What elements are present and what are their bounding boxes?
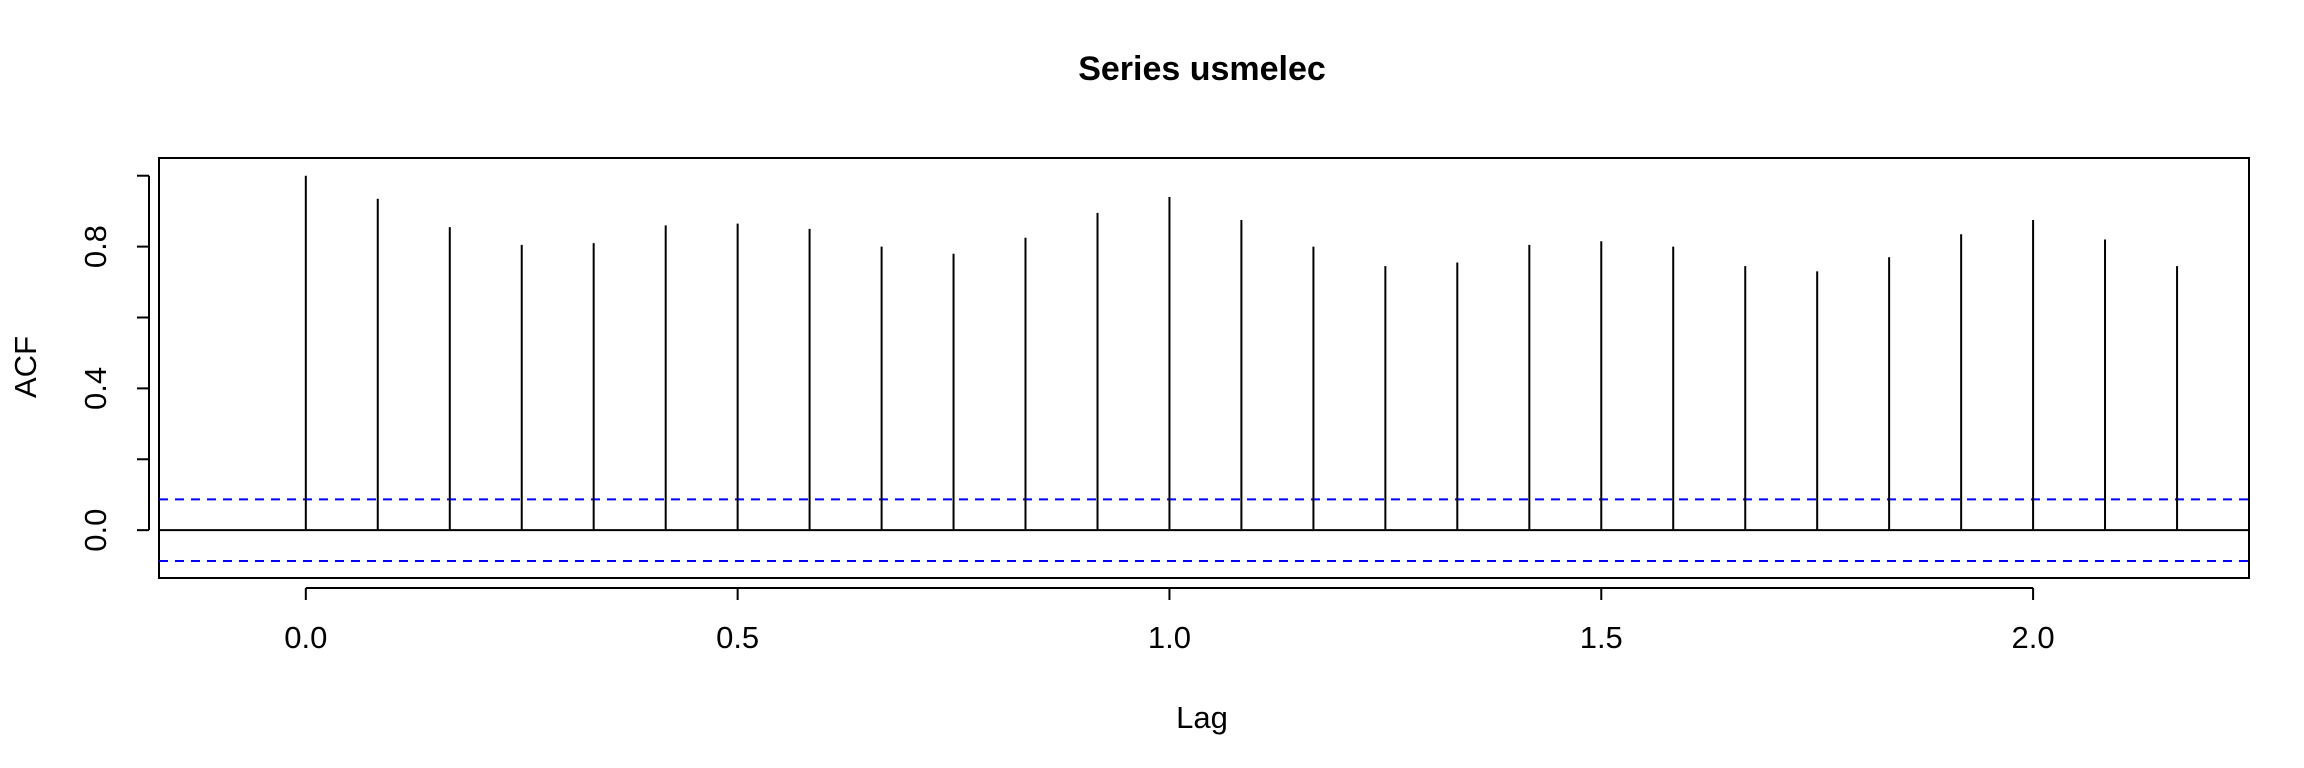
x-tick-label-0.5: 0.5 xyxy=(716,620,759,655)
chart-marks: 0.0 0.5 1.0 1.5 2.0 0.0 0.4 0.8 xyxy=(78,174,2249,655)
x-tick-label-0.0: 0.0 xyxy=(284,620,327,655)
y-axis-label: ACF xyxy=(8,336,43,398)
y-tick-label-0.0: 0.0 xyxy=(78,509,113,552)
chart-title: Series usmelec xyxy=(1078,50,1326,88)
x-tick-label-2.0: 2.0 xyxy=(2012,620,2055,655)
y-tick-label-0.8: 0.8 xyxy=(78,225,113,268)
plot-frame xyxy=(158,157,2250,579)
y-tick-label-0.4: 0.4 xyxy=(78,367,113,410)
x-axis-label: Lag xyxy=(1176,700,1228,735)
x-tick-label-1.5: 1.5 xyxy=(1580,620,1623,655)
x-tick-label-1.0: 1.0 xyxy=(1148,620,1191,655)
